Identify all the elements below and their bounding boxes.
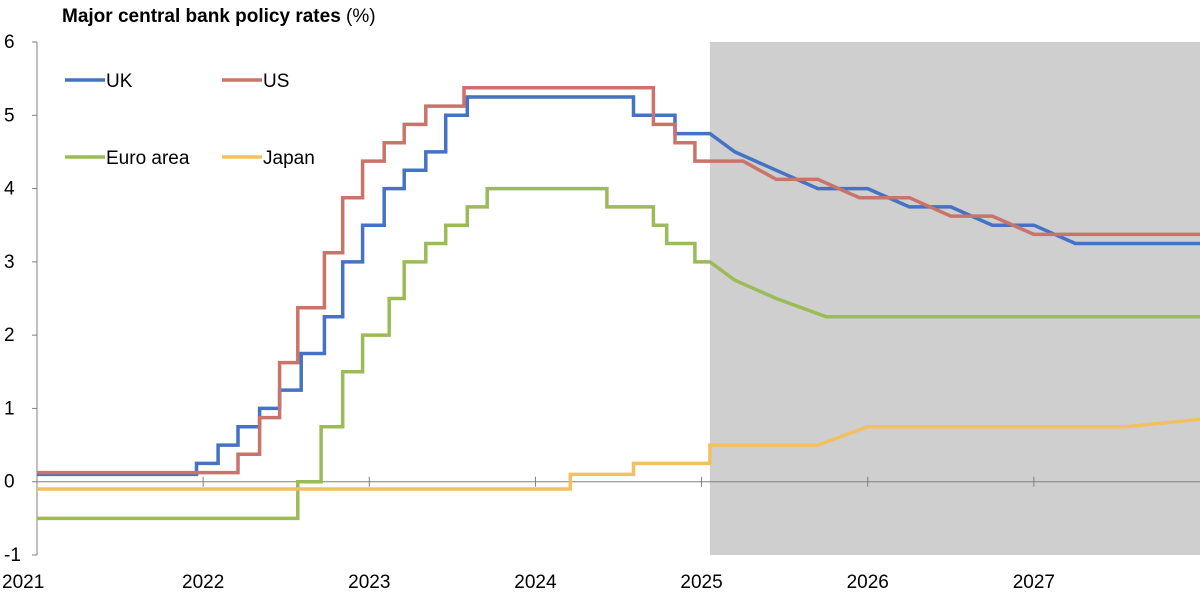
- chart-title-unit: (%): [346, 6, 376, 27]
- y-tick-label: 6: [4, 32, 15, 53]
- x-tick-label: 2024: [514, 572, 557, 593]
- y-tick-label: 0: [4, 472, 15, 493]
- x-tick-label: 2027: [1013, 572, 1055, 593]
- x-tick-label: 2026: [847, 572, 889, 593]
- y-tick-label: 3: [4, 252, 15, 273]
- y-tick-label: 1: [4, 398, 15, 419]
- series-line-euro-area: [37, 186, 1200, 521]
- projection-shaded-region: [709, 42, 1200, 555]
- y-tick-label: 4: [4, 179, 15, 200]
- y-tick-label: 2: [4, 325, 15, 346]
- legend-label-euro-area: Euro area: [106, 148, 190, 169]
- x-tick-label: 2025: [680, 572, 722, 593]
- chart-title-main: Major central bank policy rates: [62, 6, 341, 27]
- x-tick-label: 2023: [348, 572, 390, 593]
- legend-label-us: US: [263, 71, 289, 92]
- legend-label-uk: UK: [106, 71, 133, 92]
- y-tick-label: 5: [4, 105, 15, 126]
- series-line-us: [37, 86, 1200, 475]
- x-tick-label: 2022: [182, 572, 224, 593]
- x-tick-label: 2021: [2, 572, 44, 593]
- y-tick-label: -1: [4, 545, 21, 566]
- legend-label-japan: Japan: [263, 148, 315, 169]
- chart-title: Major central bank policy rates (%): [62, 6, 376, 28]
- series-line-japan: [37, 417, 1200, 491]
